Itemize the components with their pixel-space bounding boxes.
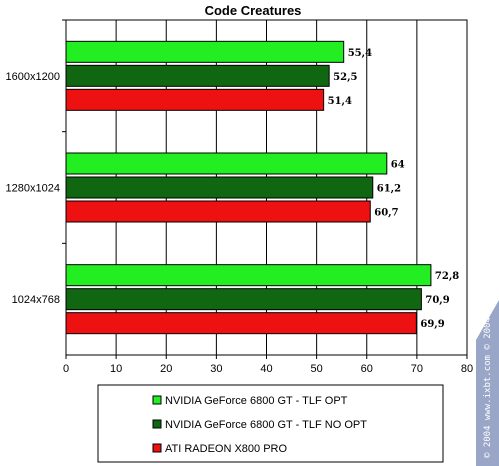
x-tick-label: 10 bbox=[110, 363, 122, 375]
legend-swatch bbox=[152, 419, 162, 429]
legend-label: NVIDIA GeForce 6800 GT - TLF OPT bbox=[165, 395, 348, 407]
x-tick-label: 20 bbox=[160, 363, 172, 375]
bar bbox=[65, 264, 432, 287]
bar bbox=[65, 200, 371, 223]
x-tick-label: 0 bbox=[63, 363, 69, 375]
bar bbox=[65, 88, 325, 111]
bar bbox=[65, 288, 422, 311]
x-tick-label: 60 bbox=[361, 363, 373, 375]
chart-title: Code Creatures bbox=[205, 3, 302, 18]
x-tick-label: 80 bbox=[461, 363, 473, 375]
x-tick-label: 70 bbox=[411, 363, 423, 375]
legend: NVIDIA GeForce 6800 GT - TLF OPT NVIDIA G… bbox=[152, 395, 367, 455]
data-label: 70,9 bbox=[425, 295, 449, 306]
bar bbox=[65, 40, 345, 63]
data-label: 69,9 bbox=[420, 319, 444, 330]
x-axis-ticks: 0 10 20 30 40 50 60 70 80 bbox=[63, 355, 473, 375]
legend-label: ATI RADEON X800 PRO bbox=[165, 443, 287, 455]
data-label: 61,2 bbox=[377, 184, 401, 195]
data-label: 51,4 bbox=[328, 96, 352, 107]
watermark-text: © 2004 www.ixbt.com © 2004 www.digit-lif… bbox=[483, 214, 493, 458]
data-label: 55,4 bbox=[348, 48, 372, 59]
legend-swatch bbox=[152, 443, 162, 453]
data-label: 72,8 bbox=[435, 271, 459, 282]
bar bbox=[65, 152, 388, 175]
category-label: 1024x768 bbox=[12, 294, 60, 306]
x-tick-label: 40 bbox=[260, 363, 272, 375]
category-label: 1280x1024 bbox=[6, 183, 60, 195]
bar bbox=[65, 176, 374, 199]
x-tick-label: 50 bbox=[311, 363, 323, 375]
watermark-strip: © 2004 www.ixbt.com © 2004 www.digit-lif… bbox=[476, 214, 499, 466]
category-labels: 1600x1200 1280x1024 1024x768 bbox=[6, 19, 66, 306]
bars: 55,4 52,5 51,4 64 61,2 60,7 72,8 70,9 69,9 bbox=[65, 40, 459, 335]
legend-swatch bbox=[152, 395, 162, 405]
category-label: 1600x1200 bbox=[6, 71, 60, 83]
x-tick-label: 30 bbox=[210, 363, 222, 375]
data-label: 60,7 bbox=[374, 208, 398, 219]
legend-label: NVIDIA GeForce 6800 GT - TLF NO OPT bbox=[165, 419, 367, 431]
bar bbox=[65, 312, 417, 335]
data-label: 52,5 bbox=[333, 72, 357, 83]
bar bbox=[65, 64, 330, 87]
data-label: 64 bbox=[391, 160, 405, 171]
